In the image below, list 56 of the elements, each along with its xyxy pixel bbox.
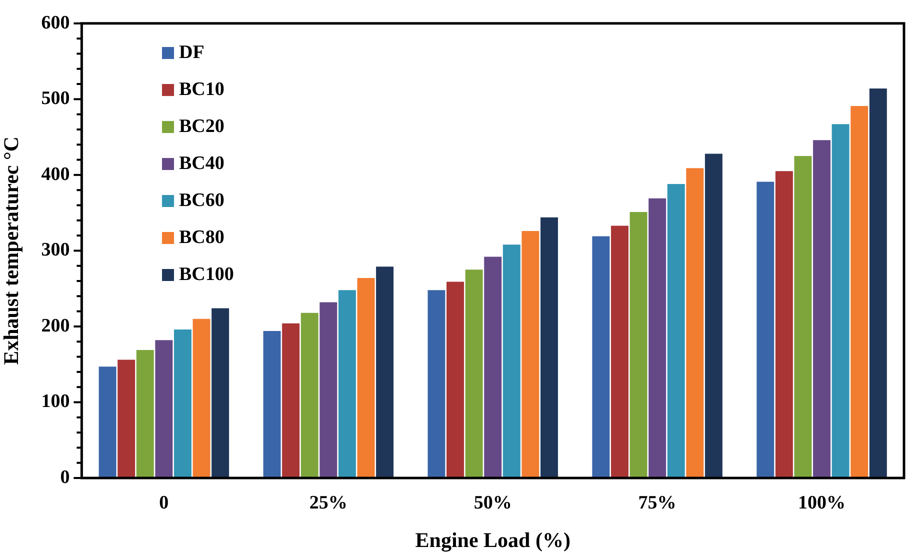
bar xyxy=(540,217,558,478)
bar xyxy=(592,236,610,478)
bar xyxy=(263,331,281,478)
bar xyxy=(376,266,394,478)
y-tick-label: 400 xyxy=(41,164,70,185)
y-axis-title: Exhaust temperaturec °C xyxy=(0,136,24,365)
bar xyxy=(850,106,868,478)
bar xyxy=(338,290,356,478)
legend-label: DF xyxy=(179,42,204,64)
bar xyxy=(794,156,812,478)
bar xyxy=(446,282,464,478)
bar xyxy=(428,290,446,478)
bar xyxy=(465,270,483,478)
bar xyxy=(192,318,210,478)
bar xyxy=(282,323,300,478)
x-tick-label: 100% xyxy=(798,492,846,514)
legend-label: BC40 xyxy=(179,152,224,174)
bar xyxy=(756,182,774,478)
bar xyxy=(320,302,338,478)
x-tick-label: 75% xyxy=(638,492,676,514)
legend-label: BC20 xyxy=(179,116,224,138)
legend-label: BC60 xyxy=(179,190,224,212)
y-tick-label: 200 xyxy=(41,315,70,336)
bar xyxy=(648,198,666,478)
legend-label: BC80 xyxy=(179,226,224,248)
bar xyxy=(522,231,540,478)
bar xyxy=(136,350,154,478)
bar xyxy=(832,124,850,478)
bar xyxy=(667,184,685,478)
bar xyxy=(357,278,375,478)
bar xyxy=(502,244,520,478)
bar xyxy=(155,340,173,478)
x-tick-label: 50% xyxy=(474,492,512,514)
y-tick-label: 0 xyxy=(60,466,70,488)
bar xyxy=(813,140,831,478)
y-tick-label: 100 xyxy=(41,391,70,412)
bar xyxy=(775,171,793,478)
bar xyxy=(869,88,887,478)
bar xyxy=(630,212,648,478)
bar xyxy=(704,154,722,478)
bar xyxy=(212,308,230,478)
bar xyxy=(610,226,628,478)
y-tick-label: 600 xyxy=(41,12,70,34)
y-tick-label: 300 xyxy=(41,240,70,261)
bar xyxy=(98,366,116,478)
x-axis-title: Engine Load (%) xyxy=(415,528,570,552)
legend-label: BC100 xyxy=(179,264,234,286)
bar xyxy=(174,330,192,478)
x-tick-label: 25% xyxy=(309,492,348,514)
x-tick-label: 0 xyxy=(159,492,169,514)
bar xyxy=(484,256,502,478)
bar xyxy=(118,360,136,478)
legend-label: BC10 xyxy=(179,78,224,100)
bar xyxy=(300,312,318,478)
bar xyxy=(686,168,704,478)
y-tick-label: 500 xyxy=(41,88,70,110)
